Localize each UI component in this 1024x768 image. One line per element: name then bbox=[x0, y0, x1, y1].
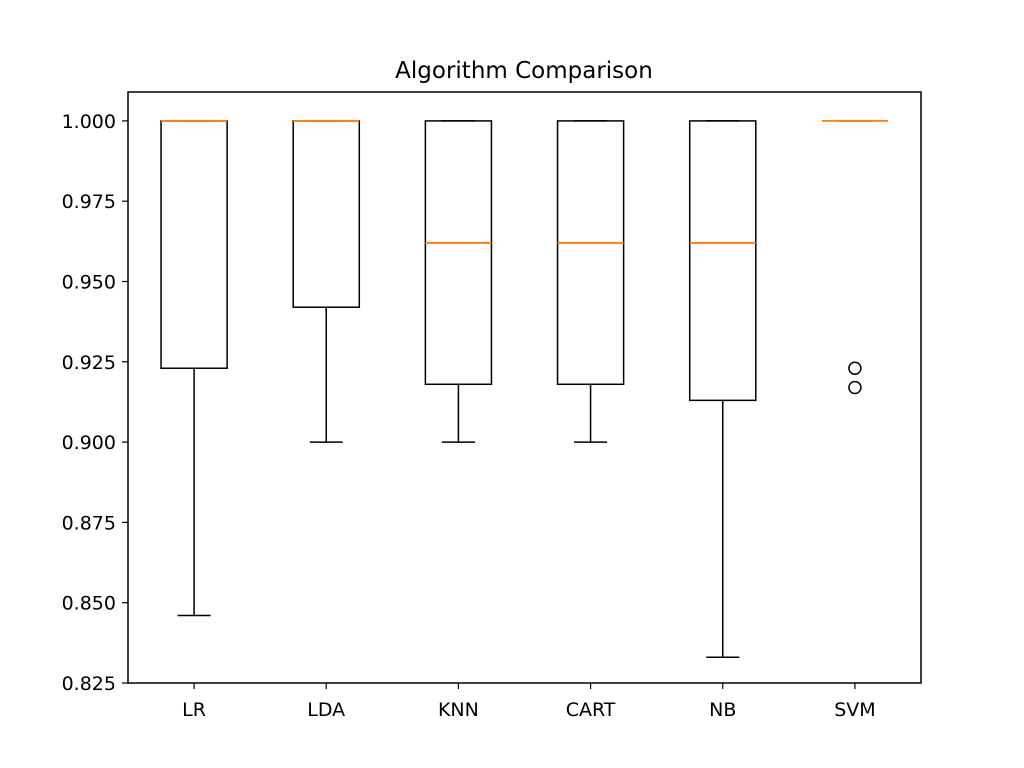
y-tick-label: 0.975 bbox=[62, 191, 116, 213]
box-iqr bbox=[424, 120, 493, 386]
y-tick-label: 0.925 bbox=[62, 352, 116, 374]
box-group-lr bbox=[160, 120, 228, 617]
x-tick-label: CART bbox=[566, 699, 616, 721]
x-tick-label: NB bbox=[709, 699, 736, 721]
box-group-knn bbox=[424, 120, 493, 443]
y-tick-label: 0.850 bbox=[62, 593, 116, 615]
x-tick-label: LR bbox=[182, 699, 206, 721]
y-tick-label: 0.950 bbox=[62, 272, 116, 294]
y-tick-label: 0.825 bbox=[62, 673, 116, 695]
y-tick-label: 0.900 bbox=[62, 432, 116, 454]
box-group-svm bbox=[821, 120, 888, 395]
y-tick-label: 1.000 bbox=[62, 111, 116, 133]
box-iqr bbox=[556, 120, 625, 386]
outlier-point bbox=[848, 380, 862, 395]
y-tick-label: 0.875 bbox=[62, 512, 116, 534]
outlier-point bbox=[848, 361, 862, 375]
x-tick-label: KNN bbox=[438, 699, 479, 721]
box-group-nb bbox=[688, 120, 757, 659]
box-group-lda bbox=[292, 120, 361, 443]
chart-title: Algorithm Comparison bbox=[395, 58, 653, 84]
x-axis: LR LDA KNN CART NB SVM bbox=[182, 683, 876, 721]
box-iqr bbox=[688, 120, 757, 402]
x-tick-label: LDA bbox=[307, 699, 345, 721]
axes-frame bbox=[127, 91, 922, 684]
plot-area bbox=[160, 120, 888, 659]
y-axis: 0.825 0.850 0.875 0.900 0.925 0.950 0.975 1.000 bbox=[62, 111, 128, 695]
box-group-cart bbox=[556, 120, 625, 443]
x-tick-label: SVM bbox=[834, 699, 875, 721]
